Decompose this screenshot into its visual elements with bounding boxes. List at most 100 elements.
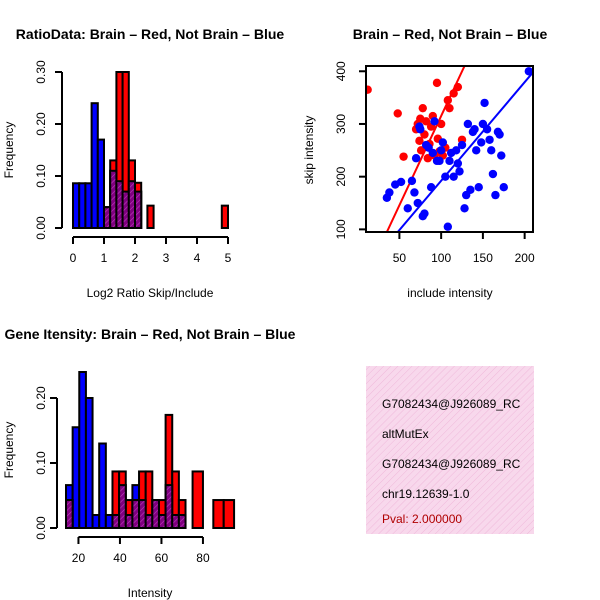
ratio-histogram-axes: 0 1 2 3 4 5 0.00 0.10 0.20 0.30: [34, 60, 232, 265]
scatter-xlabel: include intensity: [407, 286, 492, 300]
intensity-histogram-y-tick-label: 0.10: [34, 451, 48, 475]
ratio-histogram-bar-overlap: [134, 190, 143, 230]
scatter-point-not-brain: [495, 130, 504, 139]
scatter-point-brain: [432, 78, 442, 88]
scatter-point-not-brain: [428, 148, 437, 158]
info-pval: Pval: 2.000000: [382, 512, 462, 526]
ratio-histogram-x-tick-label: 2: [132, 251, 139, 265]
ratio-histogram-y-tick-label: 0.20: [34, 112, 48, 136]
intensity-histogram-x-tick-label: 60: [155, 551, 169, 565]
scatter-point-not-brain: [453, 159, 463, 168]
scatter-point-not-brain: [455, 167, 464, 176]
scatter-point-not-brain: [436, 146, 446, 155]
intensity-histogram-bar-not-brain: [84, 397, 94, 529]
intensity-histogram-bar-not-brain: [98, 442, 107, 529]
intensity-histogram-panel: Gene Itensity: Brain – Red, Not Brain – …: [2, 326, 296, 600]
scatter-point-not-brain: [435, 156, 444, 166]
scatter-point-not-brain: [385, 188, 394, 197]
scatter-x-tick-label: 200: [515, 251, 535, 265]
scatter-title: Brain – Red, Not Brain – Blue: [353, 26, 548, 42]
ratio-histogram-title: RatioData: Brain – Red, Not Brain – Blue: [16, 26, 285, 42]
scatter-point-not-brain: [451, 146, 461, 155]
ratio-histogram-ylabel: Frequency: [2, 122, 16, 179]
intensity-histogram-title: Gene Itensity: Brain – Red, Not Brain – …: [5, 326, 296, 342]
scatter-y-tick-label: 300: [334, 114, 348, 134]
intensity-histogram-y-tick-label: 0.00: [34, 516, 48, 540]
intensity-histogram-y-tick-label: 0.20: [34, 386, 48, 410]
ratio-histogram-xlabel: Log2 Ratio Skip/Include: [87, 286, 214, 300]
ratio-histogram-x-tick-label: 0: [70, 251, 77, 265]
ratio-histogram-bar-not-brain: [96, 138, 106, 230]
scatter-fit-line-not-brain: [396, 71, 533, 232]
scatter-point-brain: [393, 109, 402, 118]
scatter-point-not-brain: [411, 154, 421, 163]
ratio-histogram-y-tick-label: 0.10: [34, 164, 48, 188]
scatter-point-not-brain: [457, 140, 467, 150]
scatter-point-not-brain: [480, 98, 489, 108]
ratio-histogram-x-tick-label: 4: [194, 251, 201, 265]
scatter-point-brain: [366, 85, 372, 94]
scatter-point-not-brain: [477, 138, 486, 147]
ratio-histogram-x-tick-label: 1: [101, 251, 108, 265]
intensity-histogram-ylabel: Frequency: [2, 422, 16, 479]
info-panel: G7082434@J926089_RC altMutEx G7082434@J9…: [366, 366, 534, 534]
scatter-point-not-brain: [466, 185, 475, 195]
scatter-axes: 50 100 150 200 100 200 300 400: [334, 61, 535, 265]
intensity-histogram-bars: [65, 371, 236, 530]
ratio-histogram-bar-brain: [146, 204, 155, 229]
ratio-histogram-bars: [72, 71, 230, 230]
scatter-point-not-brain: [488, 169, 498, 179]
info-line-4: chr19.12639-1.0: [382, 487, 470, 501]
scatter-y-tick-label: 200: [334, 166, 348, 186]
scatter-point-not-brain: [485, 135, 494, 144]
scatter-point-not-brain: [396, 177, 406, 187]
scatter-panel: Brain – Red, Not Brain – Blue 50 100 150 20…: [302, 26, 547, 300]
intensity-histogram-axes: 20 40 60 80 0.00 0.10 0.20: [34, 386, 210, 565]
intensity-histogram-bar-brain: [212, 499, 225, 529]
intensity-histogram-bar-brain: [222, 499, 236, 529]
scatter-point-not-brain: [470, 125, 479, 134]
scatter-point-not-brain: [443, 222, 453, 231]
intensity-histogram-bar-overlap: [164, 484, 174, 530]
info-line-2: altMutEx: [382, 427, 429, 441]
intensity-histogram-xlabel: Intensity: [128, 586, 173, 600]
intensity-histogram-bar-overlap: [177, 514, 187, 529]
scatter-y-tick-label: 100: [334, 219, 348, 239]
intensity-histogram-x-tick-label: 80: [196, 551, 210, 565]
scatter-x-tick-label: 100: [431, 251, 451, 265]
scatter-point-not-brain: [449, 172, 458, 181]
scatter-point-brain: [423, 154, 432, 163]
scatter-point-brain: [421, 117, 431, 126]
scatter-point-brain: [418, 103, 427, 113]
info-line-1: G7082434@J926089_RC: [382, 397, 521, 411]
info-line-3: G7082434@J926089_RC: [382, 457, 521, 471]
scatter-point-not-brain: [403, 204, 412, 213]
scatter-x-tick-label: 150: [473, 251, 493, 265]
intensity-histogram-x-tick-label: 20: [72, 551, 86, 565]
scatter-point-not-brain: [410, 188, 419, 197]
scatter-point-not-brain: [474, 183, 483, 192]
ratio-histogram-x-tick-label: 3: [163, 251, 170, 265]
ratio-histogram-panel: RatioData: Brain – Red, Not Brain – Blue…: [2, 26, 284, 300]
scatter-point-brain: [445, 103, 454, 113]
scatter-point-not-brain: [487, 146, 496, 155]
intensity-histogram-bar-overlap: [118, 484, 127, 530]
scatter-point-brain: [399, 152, 408, 161]
scatter-ylabel: skip intensity: [302, 116, 316, 185]
scatter-point-brain: [415, 136, 424, 146]
info-box-background: [366, 366, 534, 534]
scatter-point-not-brain: [416, 125, 425, 134]
scatter-point-not-brain: [420, 209, 429, 218]
intensity-histogram-bar-brain: [191, 470, 204, 530]
ratio-histogram-y-tick-label: 0.30: [34, 60, 48, 84]
scatter-point-not-brain: [438, 138, 448, 147]
scatter-x-tick-label: 50: [393, 251, 407, 265]
intensity-histogram-x-tick-label: 40: [113, 551, 127, 565]
ratio-histogram-y-tick-label: 0.00: [34, 216, 48, 240]
intensity-histogram-bar-overlap: [65, 499, 74, 529]
scatter-plot-frame: [365, 65, 534, 233]
ratio-histogram-bar-brain: [220, 204, 230, 229]
scatter-point-not-brain: [407, 176, 417, 186]
scatter-point-not-brain: [472, 146, 481, 155]
scatter-point-not-brain: [482, 125, 492, 134]
